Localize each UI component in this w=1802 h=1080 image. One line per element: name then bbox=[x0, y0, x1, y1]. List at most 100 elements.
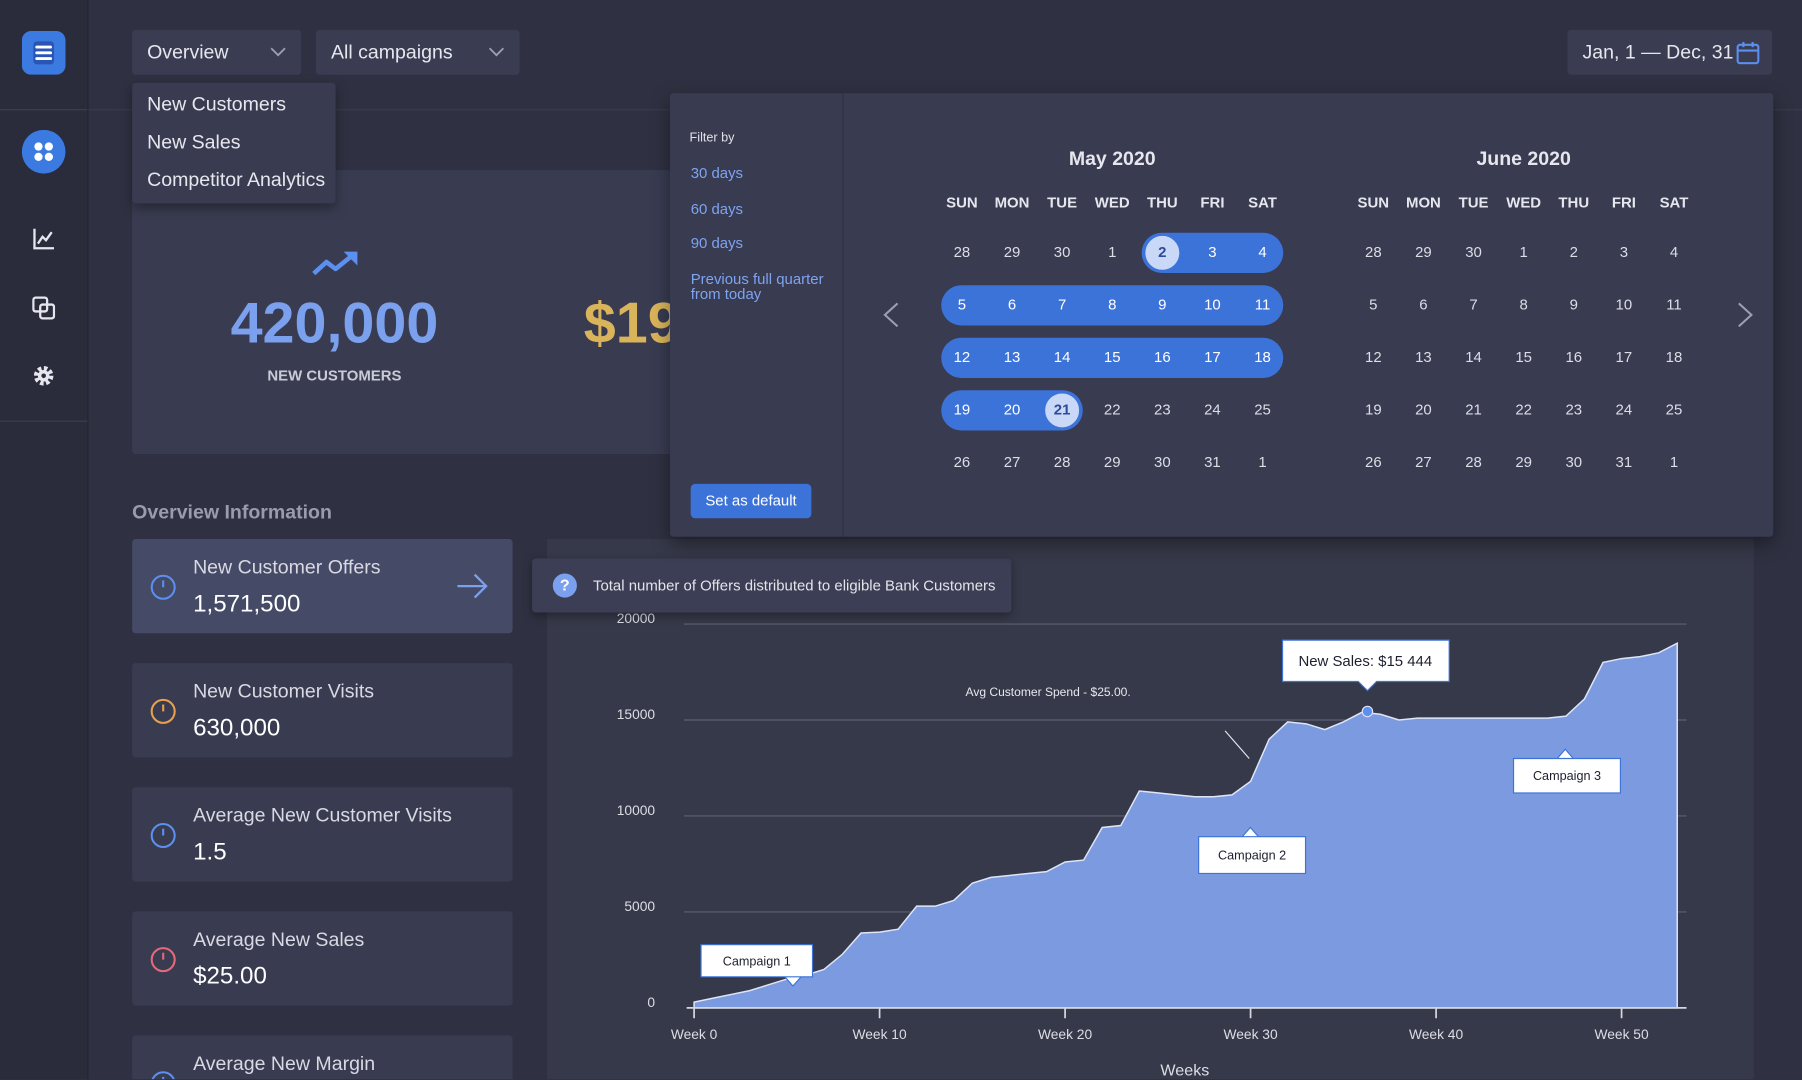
next-month bbox=[1738, 302, 1753, 328]
weekday: THU bbox=[1558, 194, 1589, 211]
card-title: Average New Customer Visits bbox=[193, 804, 452, 827]
day: 21 bbox=[1465, 401, 1482, 418]
set-default-button[interactable]: Set as default bbox=[690, 483, 812, 519]
day: 12 bbox=[1365, 349, 1382, 366]
annotation: Avg Customer Spend - $25.00. bbox=[966, 685, 1131, 699]
day: 3 bbox=[1620, 244, 1628, 261]
day: 27 bbox=[1415, 454, 1432, 471]
y-tick-label: 15000 bbox=[617, 707, 656, 722]
card-value: 630,000 bbox=[193, 714, 281, 742]
filter-option[interactable]: Previous full quarter from today bbox=[690, 269, 824, 302]
filter-option[interactable]: 90 days bbox=[690, 234, 744, 252]
day: 10 bbox=[1204, 296, 1221, 313]
nav-campaigns[interactable] bbox=[32, 296, 56, 320]
nav-dashboard[interactable] bbox=[21, 129, 66, 174]
highlight-box bbox=[1281, 639, 1450, 692]
menu-item[interactable]: New Customers bbox=[147, 93, 287, 115]
trend-icon bbox=[312, 251, 358, 276]
day: 11 bbox=[1666, 296, 1682, 313]
x-tick-label: Week 10 bbox=[853, 1027, 907, 1042]
nav-analytics[interactable] bbox=[32, 228, 55, 251]
stat-card[interactable]: New Customer Visits 630,000 bbox=[132, 663, 513, 758]
day: 17 bbox=[1616, 349, 1633, 366]
x-tick-label: Week 30 bbox=[1224, 1027, 1278, 1042]
day: 14 bbox=[1465, 349, 1482, 366]
sidebar bbox=[0, 0, 89, 1080]
weekday: MON bbox=[995, 194, 1030, 211]
weekday: TUE bbox=[1459, 194, 1489, 211]
stat-card[interactable]: Average New Customer Visits 1.5 bbox=[132, 787, 513, 882]
callout: Campaign 2 bbox=[1198, 826, 1307, 874]
callout: Campaign 1 bbox=[700, 944, 814, 987]
filter-option[interactable]: 60 days bbox=[690, 199, 744, 217]
arrow-icon bbox=[457, 573, 488, 599]
day: 7 bbox=[1058, 296, 1066, 313]
x-axis-label: Weeks bbox=[1160, 1061, 1209, 1079]
card-title: Average New Margin bbox=[193, 1052, 376, 1075]
y-tick-label: 0 bbox=[647, 995, 655, 1010]
day: 18 bbox=[1254, 349, 1271, 366]
kpi-value: $19 bbox=[583, 290, 680, 356]
stat-card[interactable]: Average New Margin bbox=[132, 1035, 513, 1080]
day: 9 bbox=[1570, 296, 1578, 313]
chevron bbox=[270, 47, 286, 57]
day: 26 bbox=[954, 454, 971, 471]
divider bbox=[0, 109, 88, 111]
divider bbox=[842, 93, 844, 537]
highlight-point bbox=[1361, 705, 1374, 718]
day: 31 bbox=[1616, 454, 1633, 471]
weekday: MON bbox=[1406, 194, 1441, 211]
menu-item[interactable]: New Sales bbox=[147, 131, 241, 153]
card-value: $25.00 bbox=[193, 963, 267, 990]
day: 18 bbox=[1666, 349, 1683, 366]
day: 26 bbox=[1365, 454, 1382, 471]
date-range-button[interactable]: Jan, 1 — Dec, 31 bbox=[1567, 29, 1773, 75]
highlight-label: New Sales: $15 444 bbox=[1298, 653, 1432, 670]
day: 5 bbox=[1369, 296, 1377, 313]
y-tick-label: 10000 bbox=[617, 803, 656, 818]
weekday: SAT bbox=[1660, 194, 1689, 211]
day: 20 bbox=[1415, 401, 1432, 418]
day: 15 bbox=[1104, 349, 1121, 366]
filter-option[interactable]: 30 days bbox=[690, 164, 744, 182]
day: 29 bbox=[1104, 454, 1121, 471]
card-icon bbox=[151, 1071, 175, 1080]
dropdown-text: All campaigns bbox=[330, 41, 453, 64]
day: 5 bbox=[958, 296, 966, 313]
menu-item[interactable]: Competitor Analytics bbox=[147, 168, 326, 191]
view-dropdown[interactable]: Overview bbox=[132, 29, 302, 75]
card-value: 1.5 bbox=[193, 838, 227, 866]
callout-box bbox=[700, 944, 814, 987]
day: 3 bbox=[1208, 244, 1216, 261]
day: 24 bbox=[1616, 401, 1633, 418]
kpi-card: 420,000 NEW CUSTOMERS $19 bbox=[132, 170, 696, 454]
day: 11 bbox=[1255, 296, 1271, 313]
weekday: TUE bbox=[1047, 194, 1077, 211]
stat-card[interactable]: New Customer Offers 1,571,500 bbox=[132, 538, 513, 634]
logo[interactable] bbox=[21, 31, 66, 75]
day: 6 bbox=[1419, 296, 1427, 313]
nav-settings[interactable] bbox=[32, 364, 55, 387]
card-title: New Customer Offers bbox=[193, 556, 381, 579]
day: 28 bbox=[1365, 244, 1382, 261]
day: 8 bbox=[1108, 296, 1116, 313]
day: 28 bbox=[1054, 454, 1071, 471]
day: 13 bbox=[1415, 349, 1432, 366]
campaign-dropdown[interactable]: All campaigns bbox=[316, 29, 520, 75]
day: 20 bbox=[1004, 401, 1021, 418]
stat-card[interactable]: Average New Sales $25.00 bbox=[132, 911, 513, 1006]
card-icon bbox=[150, 698, 176, 724]
callout-text: Campaign 3 bbox=[1533, 769, 1601, 783]
x-tick-label: Week 40 bbox=[1409, 1027, 1463, 1042]
day: 7 bbox=[1469, 296, 1477, 313]
day: 19 bbox=[1365, 401, 1382, 418]
card-title: Average New Sales bbox=[193, 928, 365, 951]
card-title: New Customer Visits bbox=[193, 680, 375, 703]
day: 19 bbox=[954, 401, 971, 418]
day: 1 bbox=[1519, 244, 1527, 261]
view-menu: New Customers New Sales Competitor Analyti… bbox=[132, 82, 336, 204]
weekday: SUN bbox=[1358, 194, 1390, 211]
day: 1 bbox=[1108, 244, 1116, 261]
callout-text: Campaign 2 bbox=[1218, 849, 1286, 863]
